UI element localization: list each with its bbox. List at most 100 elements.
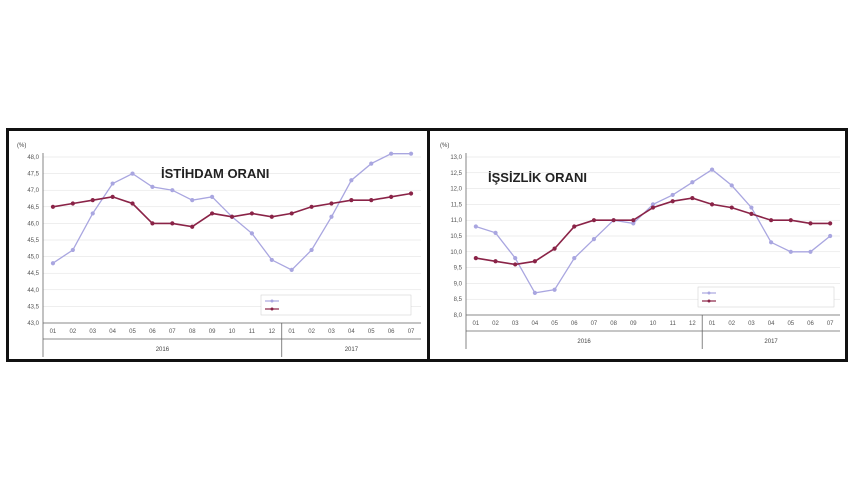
x-tick-label: 12 bbox=[689, 321, 696, 327]
series-2-point bbox=[269, 214, 274, 219]
x-tick-label: 01 bbox=[709, 321, 716, 327]
series-1-point bbox=[749, 205, 754, 210]
charts-frame: (%) 48,0 47,5 47,0 46,5 46,0 45,5 45,0 44,5 44,0 4… bbox=[6, 128, 848, 362]
legend-box bbox=[260, 294, 412, 316]
x-tick-label: 05 bbox=[129, 329, 136, 335]
series-1-point bbox=[788, 249, 793, 254]
x-tick-label: 04 bbox=[768, 321, 775, 327]
x-tick-label: 03 bbox=[748, 321, 755, 327]
y-tick-label: 13,0 bbox=[450, 155, 462, 161]
series-1-point bbox=[269, 257, 274, 263]
x-tick-label: 04 bbox=[109, 329, 116, 335]
series-1-point bbox=[690, 180, 695, 185]
series-1-point bbox=[493, 230, 498, 235]
x-tick-label: 04 bbox=[348, 329, 355, 335]
series-1-point bbox=[130, 171, 135, 176]
y-tick-label: 12,0 bbox=[450, 187, 462, 193]
series-2-point bbox=[408, 191, 414, 196]
series-2-point bbox=[70, 201, 75, 206]
series-1-point bbox=[210, 194, 215, 199]
x-tick-label: 02 bbox=[308, 329, 315, 335]
legend-box bbox=[697, 286, 835, 308]
x-tick-label: 03 bbox=[512, 321, 519, 327]
series-2-point bbox=[389, 194, 394, 199]
series-1-point bbox=[150, 184, 155, 189]
series-2-point bbox=[309, 204, 314, 209]
x-tick-label: 07 bbox=[591, 321, 598, 327]
chart-title: İSTİHDAM ORANI bbox=[161, 166, 269, 181]
series-2-point bbox=[552, 246, 557, 251]
series-1-point bbox=[170, 188, 175, 193]
series-2-point bbox=[808, 221, 813, 226]
y-tick-label: 47,5 bbox=[27, 172, 39, 178]
series-2-point bbox=[611, 218, 616, 223]
y-tick-label: 45,5 bbox=[27, 238, 39, 244]
series-1-point bbox=[309, 247, 314, 253]
series-2-point bbox=[190, 224, 195, 229]
y-tick-label: 11,5 bbox=[451, 202, 463, 208]
x-tick-label: 01 bbox=[50, 329, 57, 335]
series-2-point bbox=[473, 256, 478, 261]
series-2-point bbox=[229, 214, 235, 219]
series-1-point bbox=[289, 267, 294, 272]
y-tick-label: 45,0 bbox=[27, 255, 39, 261]
y-tick-label: 10,0 bbox=[450, 250, 462, 256]
series-1-point bbox=[190, 198, 195, 203]
y-tick-label: 11,0 bbox=[451, 218, 463, 224]
series-1-point bbox=[369, 161, 374, 166]
y-tick-label: 47,0 bbox=[27, 188, 39, 194]
year-label: 2017 bbox=[764, 339, 778, 345]
year-label: 2016 bbox=[156, 347, 170, 353]
series-2-point bbox=[369, 198, 374, 203]
employment-rate-chart: (%)48,0 47,5 47,0 46,5 46,0 45,5 45,0 44,5 44,0 4… bbox=[17, 143, 421, 357]
series-1-point bbox=[650, 202, 656, 207]
series-1-point bbox=[808, 249, 813, 254]
series-2-point bbox=[289, 211, 294, 216]
x-tick-label: 10 bbox=[229, 329, 236, 335]
series-1-point bbox=[349, 178, 354, 183]
series-2-point bbox=[50, 204, 56, 209]
y-tick-label: 44,5 bbox=[27, 271, 39, 277]
series-1-point bbox=[50, 261, 56, 266]
series-1-point bbox=[631, 221, 636, 226]
y-unit-label: (%) bbox=[440, 143, 449, 149]
series-1-point bbox=[709, 167, 715, 172]
x-tick-label: 07 bbox=[408, 329, 415, 335]
y-tick-label: 46,5 bbox=[27, 205, 39, 211]
series-2-point bbox=[130, 201, 135, 206]
x-tick-label: 01 bbox=[288, 329, 295, 335]
y-tick-label: 43,0 bbox=[27, 321, 39, 327]
series-1-point bbox=[828, 233, 833, 239]
series-2-point bbox=[170, 221, 175, 226]
x-tick-label: 07 bbox=[827, 321, 834, 327]
series-2-point bbox=[709, 202, 715, 207]
series-2-point bbox=[769, 218, 774, 223]
series-1-point bbox=[249, 231, 254, 236]
series-1-point bbox=[70, 247, 75, 253]
series-1-point bbox=[769, 240, 774, 245]
series-2-point bbox=[210, 211, 215, 216]
series-2-point bbox=[150, 221, 155, 226]
series-2-point bbox=[90, 198, 95, 203]
series-2-point bbox=[349, 198, 354, 203]
y-tick-label: 8,0 bbox=[454, 313, 463, 319]
x-tick-label: 03 bbox=[328, 329, 335, 335]
series-2-point bbox=[631, 218, 636, 223]
x-tick-label: 06 bbox=[388, 329, 395, 335]
series-2-point bbox=[749, 211, 754, 216]
x-tick-label: 05 bbox=[368, 329, 375, 335]
series-2-point bbox=[572, 224, 577, 229]
series-1-point bbox=[110, 181, 115, 186]
series-2-point bbox=[493, 259, 498, 264]
y-tick-label: 46,0 bbox=[27, 221, 39, 227]
legend-marker-2 bbox=[270, 307, 274, 311]
y-tick-label: 48,0 bbox=[27, 155, 39, 161]
x-tick-label: 01 bbox=[472, 321, 479, 327]
y-tick-label: 12,5 bbox=[450, 171, 462, 177]
y-unit-label: (%) bbox=[17, 143, 26, 149]
series-2-point bbox=[828, 221, 833, 226]
legend-marker-1 bbox=[707, 291, 711, 295]
series-1-point bbox=[670, 192, 675, 198]
x-tick-label: 02 bbox=[69, 329, 76, 335]
series-1-point bbox=[572, 256, 577, 261]
